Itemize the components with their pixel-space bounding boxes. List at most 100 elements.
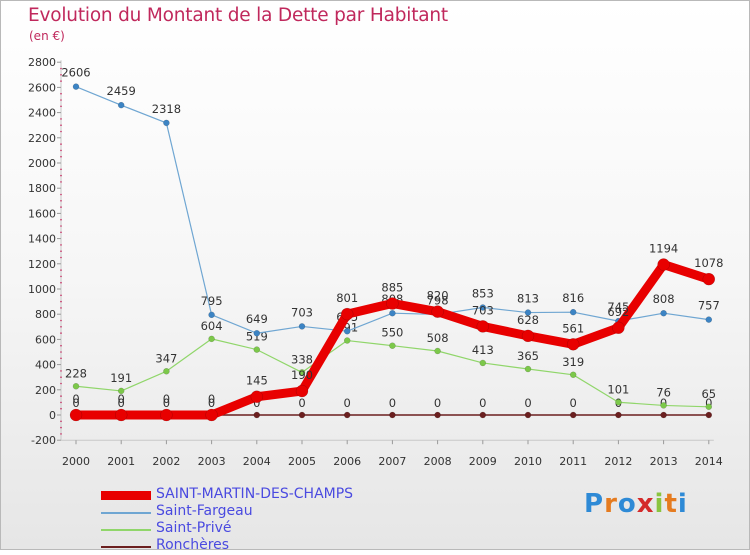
y-minor-dot [60, 307, 62, 309]
legend-swatch [101, 491, 151, 500]
x-tick-label: 2011 [559, 455, 587, 468]
data-label-saint-martin-des-champs: 692 [607, 305, 629, 319]
y-minor-dot [60, 200, 62, 202]
y-minor-dot [60, 370, 62, 372]
data-label-saint-martin-des-champs: 1194 [649, 242, 678, 256]
y-minor-dot [60, 401, 62, 404]
data-label-saint-priv: 413 [472, 343, 494, 357]
data-point-ronch-res [434, 411, 441, 419]
data-label-saint-fargeau: 813 [517, 292, 539, 306]
y-tick-label: 2000 [28, 157, 56, 170]
y-minor-dot [60, 181, 62, 183]
data-label-ronch-res: 0 [389, 396, 396, 410]
y-minor-dot [60, 218, 62, 221]
y-tick-label: 2800 [28, 56, 56, 69]
legend-swatch [101, 529, 151, 531]
y-minor-dot [60, 426, 62, 429]
data-label-saint-martin-des-champs: 820 [427, 289, 449, 303]
data-point-saint-priv [705, 403, 713, 411]
data-label-saint-martin-des-champs: 145 [246, 374, 268, 388]
y-minor-dot [60, 433, 62, 435]
data-point-saint-martin-des-champs [476, 320, 490, 333]
y-minor-dot [60, 225, 62, 227]
y-minor-dot [60, 344, 62, 347]
proxiti-logo: Proxiti [584, 489, 688, 519]
data-label-ronch-res: 0 [434, 396, 441, 410]
data-point-saint-priv [434, 347, 441, 355]
data-label-saint-priv: 65 [701, 387, 716, 401]
y-tick-label: 800 [35, 308, 56, 321]
legend-label: Saint-Privé [156, 520, 232, 536]
chart-title: Evolution du Montant de la Dette par Hab… [28, 5, 448, 26]
data-point-saint-martin-des-champs [295, 384, 309, 398]
x-tick-label: 2008 [424, 455, 452, 468]
x-tick-label: 2003 [198, 455, 226, 468]
data-label-saint-martin-des-champs: 0 [72, 392, 79, 406]
data-label-saint-priv: 347 [155, 351, 177, 365]
data-label-saint-martin-des-champs: 0 [163, 392, 170, 406]
y-minor-dot [60, 256, 62, 259]
data-point-ronch-res [569, 411, 577, 419]
data-point-saint-fargeau [479, 304, 487, 311]
data-label-ronch-res: 0 [705, 396, 712, 410]
data-label-saint-priv: 101 [607, 382, 629, 396]
x-tick-label: 2005 [288, 455, 316, 468]
data-point-ronch-res [479, 411, 487, 419]
y-tick-label: 200 [35, 384, 56, 397]
data-point-saint-fargeau [343, 327, 351, 335]
y-tick-label: 1600 [28, 207, 56, 220]
y-minor-dot [60, 269, 62, 271]
data-point-saint-martin-des-champs [114, 408, 128, 422]
y-minor-dot [60, 80, 62, 82]
data-point-saint-fargeau [117, 101, 125, 109]
data-label-ronch-res: 0 [118, 396, 125, 410]
y-minor-dot [60, 275, 62, 278]
y-tick-label: 1200 [28, 258, 56, 271]
y-tick-label: 1800 [28, 182, 56, 195]
data-label-ronch-res: 0 [479, 396, 486, 410]
y-tick-label: 2400 [28, 107, 56, 120]
legend-swatch [101, 512, 151, 514]
data-point-saint-fargeau [389, 309, 396, 317]
data-label-saint-martin-des-champs: 561 [562, 321, 584, 335]
data-point-saint-fargeau [72, 83, 80, 90]
data-label-saint-fargeau: 816 [562, 291, 584, 305]
data-point-saint-priv [253, 346, 261, 353]
data-point-saint-martin-des-champs [386, 297, 399, 310]
y-minor-dot [60, 250, 62, 252]
data-point-saint-fargeau [208, 311, 215, 319]
y-minor-dot [60, 281, 62, 284]
data-point-saint-priv [72, 383, 80, 390]
y-minor-dot [60, 382, 62, 385]
data-point-saint-martin-des-champs [702, 272, 716, 286]
y-minor-dot [60, 124, 62, 126]
data-point-saint-fargeau [253, 329, 261, 337]
data-point-ronch-res [253, 411, 261, 419]
y-minor-dot [60, 130, 62, 133]
data-point-saint-fargeau [163, 119, 170, 127]
data-point-saint-martin-des-champs [566, 338, 580, 351]
legend-swatch [101, 546, 151, 548]
data-point-ronch-res [660, 411, 667, 419]
y-minor-dot [60, 420, 62, 423]
x-tick-label: 2002 [152, 455, 180, 468]
y-minor-dot [60, 118, 62, 120]
x-tick-label: 2012 [604, 455, 632, 468]
data-label-ronch-res: 0 [344, 396, 351, 410]
data-point-ronch-res [705, 411, 713, 419]
data-point-ronch-res [389, 411, 396, 419]
data-point-saint-martin-des-champs [69, 408, 83, 422]
data-point-saint-priv [208, 335, 215, 343]
data-label-saint-priv: 191 [110, 371, 132, 385]
y-minor-dot [60, 294, 62, 297]
y-tick-label: 1000 [28, 283, 56, 296]
y-minor-dot [60, 168, 62, 171]
y-minor-dot [60, 332, 62, 334]
data-label-saint-priv: 508 [427, 331, 449, 345]
data-label-saint-fargeau: 2606 [61, 66, 90, 80]
data-point-saint-priv [343, 337, 351, 344]
data-label-saint-fargeau: 745 [607, 300, 629, 314]
data-point-saint-priv [117, 387, 125, 395]
